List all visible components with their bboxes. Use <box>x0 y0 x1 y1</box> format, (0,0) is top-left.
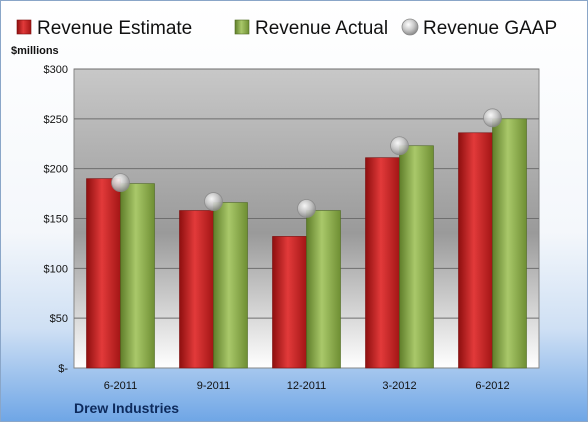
bar-revenue-actual <box>213 202 248 369</box>
bar-revenue-actual <box>120 183 155 369</box>
marker-revenue-gaap <box>297 199 316 218</box>
legend-label: Revenue GAAP <box>423 18 557 39</box>
legend-swatch <box>234 19 250 35</box>
bar-revenue-estimate <box>272 236 307 369</box>
x-tick-label: 6-2011 <box>104 380 137 392</box>
legend-swatch <box>401 18 419 36</box>
bar-revenue-estimate <box>179 210 214 369</box>
legend-item-revenue-actual: Revenue Actual <box>234 18 388 39</box>
bar-revenue-estimate <box>458 132 493 369</box>
legend-item-revenue-gaap: Revenue GAAP <box>401 18 557 39</box>
y-axis-ticks: $- $50 $100 $150 $200 $250 $300 <box>44 64 69 375</box>
x-tick-label: 12-2011 <box>287 380 327 392</box>
x-axis-ticks: 6-2011 9-2011 12-2011 3-2012 6-2012 <box>104 380 510 392</box>
bar-revenue-estimate <box>365 157 400 369</box>
x-tick-label: 6-2012 <box>475 380 509 392</box>
y-tick-label: $300 <box>44 64 68 76</box>
y-tick-label: $200 <box>44 164 68 176</box>
legend: Revenue Estimate Revenue Actual Revenue GA… <box>16 18 557 39</box>
legend-label: Revenue Estimate <box>37 18 192 39</box>
marker-revenue-gaap <box>390 136 409 156</box>
gaap-markers <box>111 108 502 218</box>
y-tick-label: $250 <box>44 114 68 126</box>
legend-item-revenue-estimate: Revenue Estimate <box>16 18 192 39</box>
legend-swatch <box>16 19 32 35</box>
y-tick-label: $100 <box>44 263 68 275</box>
legend-label: Revenue Actual <box>255 18 388 39</box>
x-tick-label: 9-2011 <box>197 380 230 392</box>
bar-revenue-estimate <box>86 178 121 369</box>
y-tick-label: $50 <box>50 313 68 325</box>
company-name: Drew Industries <box>74 400 179 416</box>
y-tick-label: $- <box>58 363 68 375</box>
y-axis-unit-label: $millions <box>11 45 59 57</box>
marker-revenue-gaap <box>483 108 502 128</box>
bar-revenue-actual <box>399 145 434 369</box>
x-tick-label: 3-2012 <box>382 380 416 392</box>
bars <box>86 118 527 369</box>
marker-revenue-gaap <box>111 173 130 193</box>
y-tick-label: $150 <box>44 214 68 226</box>
marker-revenue-gaap <box>204 192 223 211</box>
bar-revenue-actual <box>306 210 341 369</box>
bar-revenue-actual <box>492 118 527 369</box>
